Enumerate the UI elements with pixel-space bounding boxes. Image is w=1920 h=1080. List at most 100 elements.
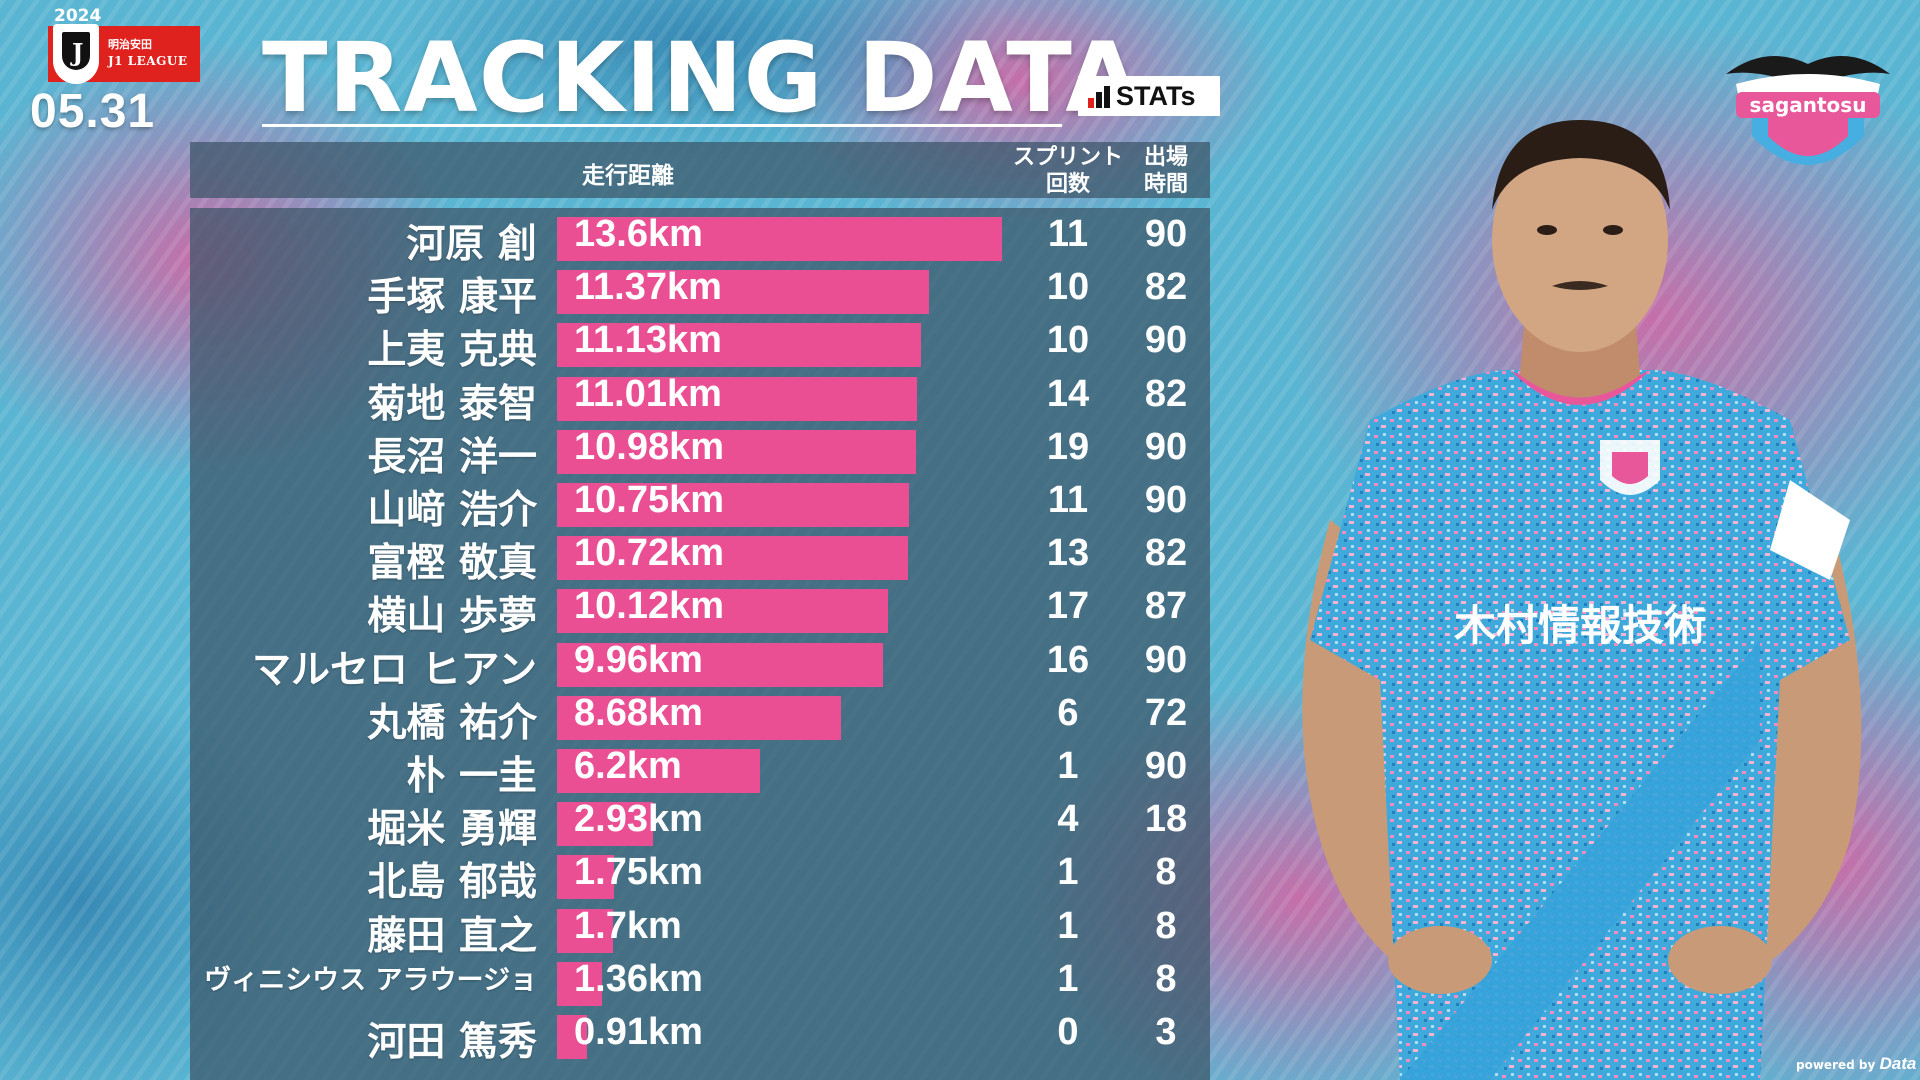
stats-badge-label: STATs (1116, 81, 1196, 111)
distance-bar (557, 483, 909, 527)
sprint-count: 1 (1057, 745, 1079, 787)
distance-label: 13.6km (574, 213, 703, 255)
sprint-count: 19 (1046, 425, 1090, 468)
match-date: 05.31 (30, 85, 156, 138)
player-name: 藤田 直之 (367, 913, 537, 959)
minutes-played: 82 (1144, 372, 1188, 415)
player-name: 丸橋 祐介 (367, 700, 537, 746)
sprint-count: 0 (1057, 1011, 1079, 1053)
league-year: 2024 (54, 6, 102, 26)
minutes-played: 18 (1144, 798, 1188, 841)
sprint-count: 14 (1046, 372, 1090, 415)
distance-label: 0.91km (574, 1011, 703, 1053)
player-name: 横山 歩夢 (367, 594, 537, 640)
distance-bar (557, 323, 921, 368)
minutes-played: 90 (1144, 745, 1188, 787)
league-name: J1 LEAGUE (108, 54, 188, 68)
minutes-played: 90 (1144, 425, 1188, 468)
sprint-count: 17 (1046, 585, 1090, 628)
table-row: 河田 篤秀 0.91km 0 3 (0, 1011, 1920, 1065)
table-row: 上夷 克典 11.13km 10 90 (0, 319, 1920, 374)
minutes-played: 82 (1144, 532, 1188, 575)
player-name: 菊地 泰智 (367, 381, 537, 427)
table-row: 藤田 直之 1.7km 1 8 (0, 904, 1920, 959)
column-header-distance: 走行距離 (582, 163, 674, 189)
distance-label: 11.13km (574, 319, 722, 362)
player-name: 上夷 克典 (367, 328, 537, 374)
minutes-played: 90 (1144, 638, 1188, 681)
sprint-count: 1 (1057, 957, 1079, 1000)
player-name: 手塚 康平 (367, 275, 537, 321)
player-photo: 木村情報技術 (1302, 120, 1862, 1080)
table-row: 堀米 勇輝 2.93km 4 18 (0, 798, 1920, 852)
minutes-played: 3 (1155, 1011, 1177, 1053)
player-name: 富樫 敬真 (367, 541, 537, 587)
distance-label: 2.93km (574, 798, 703, 841)
column-header-sprints: スプリント 回数 (1012, 145, 1123, 197)
stats-badge: STATs (1078, 76, 1220, 116)
j-mark-icon: J (53, 24, 99, 84)
sprint-count: 6 (1057, 691, 1079, 734)
distance-label: 1.7km (574, 904, 682, 947)
distance-label: 6.2km (574, 745, 682, 787)
club-crest-icon: sagantosu (1726, 56, 1890, 165)
sprint-count: 4 (1057, 798, 1079, 841)
minutes-played: 8 (1155, 851, 1177, 894)
distance-bar (557, 908, 613, 953)
table-row: 山﨑 浩介 10.75km 11 90 (0, 479, 1920, 533)
column-header-minutes: 出場 時間 (1143, 145, 1188, 197)
distance-bar (557, 695, 841, 740)
player-name: 河田 篤秀 (367, 1020, 537, 1065)
distance-bar (557, 642, 883, 687)
page-title: TRACKING DATA (262, 22, 1141, 134)
league-sponsor: 明治安田 (108, 38, 152, 51)
sprint-count: 1 (1057, 851, 1079, 894)
distance-bar (557, 961, 602, 1006)
minutes-played: 90 (1144, 213, 1188, 255)
player-name: 河原 創 (406, 222, 537, 267)
sprint-count: 10 (1046, 319, 1090, 362)
powered-by: powered by Data Stadium (1796, 1054, 1920, 1074)
jersey-sponsor: 木村情報技術 (1454, 601, 1706, 650)
table-row: ヴィニシウス アラウージョ 1.36km 1 8 (0, 958, 1920, 1010)
sprint-count: 1 (1057, 904, 1079, 947)
table-header-panel (190, 142, 1210, 198)
club-name: sagantosu (1750, 93, 1867, 117)
table-row: マルセロ ヒアン 9.96km 16 90 (0, 638, 1920, 693)
distance-bar (557, 429, 916, 474)
player-name: 長沼 洋一 (367, 434, 537, 480)
distance-label: 1.36km (574, 957, 703, 1000)
title-underline (262, 124, 1062, 127)
distance-label: 8.68km (574, 691, 703, 734)
distance-bar (557, 749, 760, 793)
distance-bar (557, 270, 929, 315)
table-row: 丸橋 祐介 8.68km 6 72 (0, 691, 1920, 746)
player-name: 北島 郁哉 (367, 860, 537, 906)
player-name: 朴 一圭 (406, 754, 537, 799)
distance-label: 10.72km (574, 532, 725, 575)
minutes-played: 8 (1155, 904, 1177, 947)
table-row: 河原 創 13.6km 11 90 (0, 213, 1920, 267)
table-row: 横山 歩夢 10.12km 17 87 (0, 585, 1920, 640)
distance-label: 1.75km (574, 851, 703, 894)
minutes-played: 90 (1144, 319, 1188, 362)
distance-bar (557, 589, 888, 634)
minutes-played: 87 (1144, 585, 1188, 628)
minutes-played: 90 (1144, 479, 1188, 521)
minutes-played: 8 (1155, 957, 1177, 1000)
table-row: 長沼 洋一 10.98km 19 90 (0, 425, 1920, 480)
distance-bar (557, 376, 917, 421)
minutes-played: 72 (1144, 691, 1188, 734)
sprint-count: 10 (1046, 266, 1090, 309)
table-row: 北島 郁哉 1.75km 1 8 (0, 851, 1920, 906)
distance-bar (557, 1015, 587, 1059)
table-row: 菊地 泰智 11.01km 14 82 (0, 372, 1920, 427)
distance-bar (557, 217, 1002, 261)
distance-bar (557, 855, 614, 900)
player-name: 山﨑 浩介 (367, 488, 537, 533)
distance-label: 9.96km (574, 638, 703, 681)
distance-label: 11.01km (574, 372, 722, 415)
distance-label: 11.37km (574, 266, 722, 309)
player-name: ヴィニシウス アラウージョ (204, 964, 537, 996)
distance-label: 10.75km (574, 479, 725, 521)
